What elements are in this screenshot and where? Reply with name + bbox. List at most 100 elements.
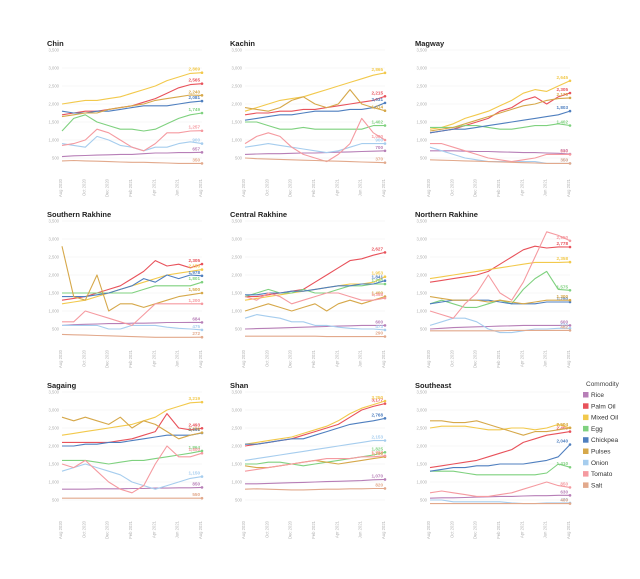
x-tick-label: Apr 2021 [519,178,524,196]
series-end-point-onion [201,142,204,145]
y-tick-label: 3,000 [417,237,428,242]
series-end-point-chickpea [201,100,204,103]
y-tick-label: 1,000 [417,138,428,143]
y-tick-label: 2,500 [232,426,243,431]
end-value-label-pulses: 1,814 [372,105,384,110]
series-line-palm-oil [430,432,570,468]
series-end-point-chickpea [384,279,387,282]
y-tick-label: 2,500 [417,84,428,89]
y-tick-label: 3,000 [232,408,243,413]
series-end-point-chickpea [384,102,387,105]
series-end-point-onion [384,439,387,442]
end-value-label-salt: 350 [192,157,200,162]
end-value-label-tomato: 600 [560,148,568,153]
end-value-label-egg: 1,575 [557,284,569,289]
series-end-point-mixed-oil [569,79,572,82]
x-tick-label: Jun 2021 [543,520,548,538]
y-tick-label: 3,000 [417,66,428,71]
y-tick-label: 1,000 [232,138,243,143]
series-line-mixed-oil [62,402,202,435]
y-tick-label: 1,000 [417,309,428,314]
end-value-label-tomato: 1,000 [372,134,384,139]
series-end-point-palm-oil [201,263,204,266]
legend-item-tomato: Tomato [583,471,613,478]
legend-label: Onion [591,460,609,467]
series-end-point-onion [201,475,204,478]
end-value-label-pulses: 1,500 [189,287,201,292]
x-tick-label: Feb 2021 [128,178,133,196]
x-tick-label: Jun 2021 [175,178,180,196]
series-line-chickpea [62,433,202,446]
y-tick-label: 2,500 [232,255,243,260]
y-tick-label: 3,500 [417,390,428,395]
y-tick-label: 3,000 [417,408,428,413]
x-tick-label: Dec 2020 [105,178,110,197]
x-tick-label: Jun 2021 [175,520,180,538]
series-end-point-mixed-oil [201,71,204,74]
series-end-point-salt [384,161,387,164]
series-end-point-pulses [201,292,204,295]
legend-swatch [583,449,589,455]
series-line-egg [430,464,570,475]
series-line-onion [245,441,385,461]
legend-title: Commodity [586,381,620,388]
series-end-point-rice [384,324,387,327]
y-tick-label: 3,000 [232,66,243,71]
series-end-point-chickpea [569,110,572,113]
end-value-label-palm-oil: 2,565 [189,78,201,83]
series-end-point-egg [569,124,572,127]
series-line-onion [62,136,202,150]
y-tick-label: 1,000 [417,480,428,485]
end-value-label-rice: 850 [192,481,200,486]
series-line-onion [245,315,385,330]
y-tick-label: 500 [235,498,243,503]
legend-swatch [583,471,589,477]
x-tick-label: Jun 2021 [543,349,548,367]
panels-group: 500 1,000 1,500 2,000 2,500 3,000 3,500 Aug 202… [47,39,571,539]
x-tick-label: Aug 2020 [241,349,246,368]
panel-title: Central Rakhine [230,210,287,219]
series-end-point-onion [384,329,387,332]
end-value-label-palm-oil: 2,305 [189,258,201,263]
y-tick-label: 2,000 [417,444,428,449]
x-tick-label: Feb 2021 [128,349,133,367]
x-tick-label: Oct 2020 [449,520,454,538]
panel-title: Magway [415,39,445,48]
y-tick-label: 3,000 [232,237,243,242]
panel-title: Northern Rakhine [415,210,478,219]
series-end-point-pulses [384,109,387,112]
series-end-point-chickpea [384,417,387,420]
series-end-point-tomato [569,153,572,156]
end-value-label-salt: 350 [560,157,568,162]
series-line-palm-oil [245,96,385,115]
legend-swatch [583,403,589,409]
x-tick-label: Aug 2021 [566,178,571,197]
x-tick-label: Feb 2021 [496,520,501,538]
end-value-label-egg: 1,402 [557,120,569,125]
end-value-label-onion: 473 [375,324,383,329]
x-tick-label: Dec 2020 [473,178,478,197]
series-line-mixed-oil [245,73,385,111]
y-tick-label: 500 [420,327,428,332]
x-tick-label: Aug 2021 [566,520,571,539]
y-tick-label: 3,500 [232,390,243,395]
series-line-pulses [62,95,202,117]
y-tick-label: 3,000 [49,408,60,413]
legend-swatch [583,392,589,398]
y-tick-label: 1,500 [417,120,428,125]
y-tick-label: 2,000 [232,444,243,449]
series-end-point-onion [201,329,204,332]
legend-label: Palm Oil [591,403,616,410]
series-end-point-rice [201,486,204,489]
end-value-label-mixed-oil: 2,358 [557,256,569,261]
series-end-point-salt [569,162,572,165]
series-end-point-palm-oil [384,95,387,98]
end-value-label-pulses: 2,504 [557,422,569,427]
series-line-chickpea [245,103,385,120]
y-tick-label: 1,500 [232,462,243,467]
end-value-label-pulses: 2,370 [189,427,201,432]
x-tick-label: Aug 2020 [426,349,431,368]
